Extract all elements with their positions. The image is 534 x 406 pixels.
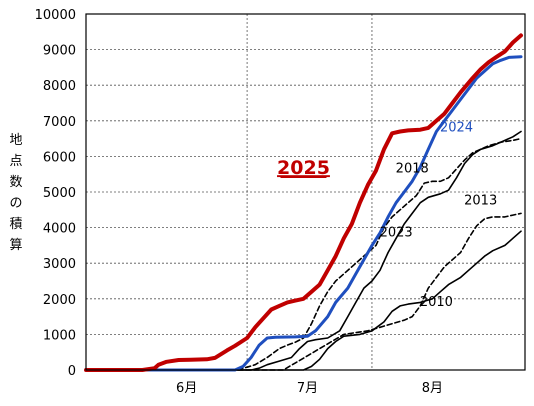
y-axis-title-char: 積 — [9, 217, 23, 232]
series-labels: 2025 2024 2018 2013 2023 2010 — [277, 120, 497, 309]
series-line-2024 — [84, 55, 523, 372]
series-label-2024: 2024 — [440, 120, 473, 135]
series-line-2023 — [85, 130, 522, 371]
y-axis-title: 地点数の積算 — [6, 130, 26, 256]
gridlines — [85, 14, 525, 370]
y-tick-label: 2000 — [43, 293, 76, 308]
y-tick-label: 5000 — [43, 186, 76, 201]
y-axis-title-char: 地 — [9, 133, 23, 148]
x-tick-label: 6月 — [176, 381, 197, 396]
series-label-2010: 2010 — [420, 295, 453, 310]
series-line-2010 — [85, 230, 522, 371]
y-axis-title-char: 数 — [9, 175, 23, 190]
x-tick-label: 8月 — [422, 381, 443, 396]
y-tick-label: 7000 — [43, 115, 76, 130]
y-tick-label: 4000 — [43, 222, 76, 237]
y-tick-label: 10000 — [35, 8, 76, 23]
y-axis-title-char: 点 — [9, 154, 23, 169]
y-tick-label: 3000 — [43, 257, 76, 272]
y-tick-label: 0 — [68, 364, 76, 379]
axes: 0 1000 2000 3000 4000 5000 6000 7000 8000 9000 100… — [35, 8, 526, 396]
plot-frame — [85, 13, 526, 371]
series-lines — [84, 33, 523, 372]
series-label-2023: 2023 — [380, 226, 413, 241]
y-tick-label: 6000 — [43, 150, 76, 165]
series-label-2025: 2025 — [277, 157, 330, 179]
series-line-2013 — [85, 212, 522, 371]
y-axis-title-char: 算 — [9, 238, 23, 253]
y-tick-label: 1000 — [43, 328, 76, 343]
series-label-2018: 2018 — [396, 161, 429, 176]
series-line-2018 — [85, 137, 522, 371]
series-label-2013: 2013 — [464, 193, 497, 208]
y-tick-label: 8000 — [43, 79, 76, 94]
y-axis-title-char: の — [9, 196, 23, 211]
y-tick-label: 9000 — [43, 44, 76, 59]
series-line-2025 — [84, 33, 523, 372]
x-tick-label: 7月 — [297, 381, 318, 396]
